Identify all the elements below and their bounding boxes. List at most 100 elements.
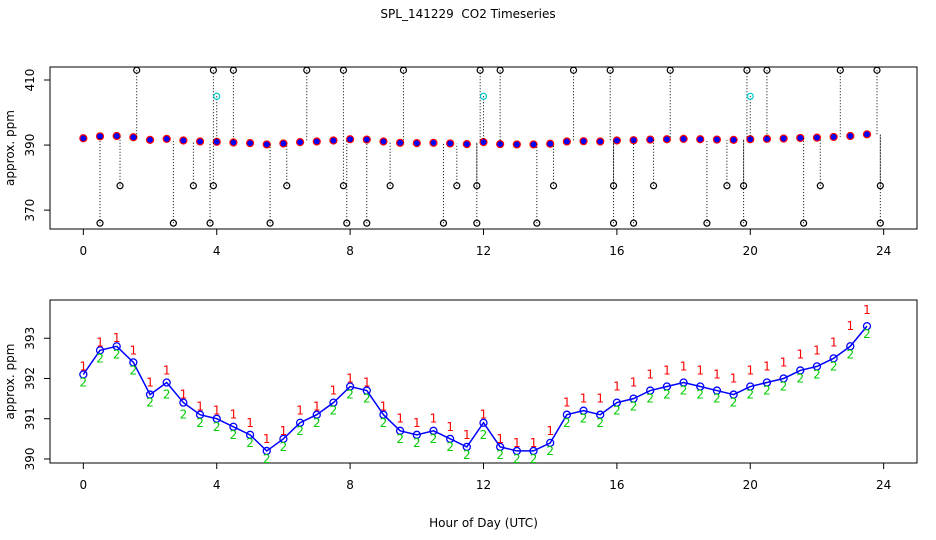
- point: [479, 92, 488, 100]
- point: [95, 132, 105, 141]
- marker: 2: [546, 444, 554, 458]
- marker: 2: [396, 432, 404, 446]
- point: [446, 139, 455, 148]
- point: [346, 135, 355, 144]
- point: [476, 67, 484, 74]
- point: [729, 135, 738, 144]
- marker: 1: [346, 371, 354, 385]
- marker: 2: [330, 404, 338, 418]
- point: [245, 430, 255, 439]
- marker: 1: [363, 376, 371, 390]
- marker: 1: [530, 436, 538, 450]
- marker: 2: [596, 416, 604, 430]
- marker: 2: [146, 396, 154, 410]
- marker: 2: [380, 416, 388, 430]
- point: [462, 442, 471, 452]
- point: [112, 131, 121, 141]
- marker: 2: [696, 388, 704, 402]
- point: [579, 137, 588, 146]
- x-tick-label: 16: [609, 244, 624, 258]
- point: [95, 346, 105, 355]
- marker: 1: [813, 343, 821, 357]
- marker: 2: [296, 424, 304, 438]
- x-tick-label: 4: [213, 244, 221, 258]
- point: [812, 133, 822, 142]
- point: [746, 382, 755, 391]
- point: [763, 67, 771, 74]
- point: [549, 182, 558, 190]
- point: [339, 67, 348, 74]
- marker: 1: [630, 376, 638, 390]
- point: [363, 219, 371, 227]
- point: [646, 135, 655, 144]
- marker: 2: [813, 367, 821, 381]
- marker: 1: [380, 400, 388, 414]
- point: [179, 136, 188, 145]
- marker: 2: [846, 347, 854, 361]
- point: [343, 219, 351, 227]
- marker: 2: [563, 416, 571, 430]
- y-axis-label: approx. ppm: [3, 110, 17, 186]
- marker: 1: [780, 355, 788, 369]
- y-tick-label: 410: [23, 69, 37, 92]
- point: [129, 133, 138, 142]
- point: [312, 410, 321, 419]
- point: [662, 382, 672, 391]
- point: [429, 426, 438, 435]
- y-tick-label: 391: [23, 407, 37, 430]
- point: [649, 182, 658, 190]
- marker: 2: [230, 428, 238, 442]
- point: [629, 136, 638, 145]
- marker: 1: [280, 424, 288, 438]
- marker: 1: [263, 432, 271, 446]
- plot-area: [79, 67, 884, 227]
- plot-box: [49, 66, 918, 230]
- point: [279, 139, 288, 148]
- y-tick-label: 390: [23, 134, 37, 157]
- marker: 2: [163, 388, 171, 402]
- point: [796, 366, 805, 375]
- point: [606, 67, 614, 74]
- point: [133, 67, 141, 74]
- point: [213, 92, 221, 100]
- marker: 2: [830, 359, 838, 373]
- point: [712, 386, 722, 395]
- marker: 1: [330, 384, 338, 398]
- point: [496, 67, 504, 74]
- point: [666, 67, 674, 74]
- marker: 1: [163, 363, 171, 377]
- marker: 2: [663, 388, 671, 402]
- point: [512, 446, 521, 456]
- point: [189, 182, 197, 190]
- marker: 2: [646, 392, 654, 406]
- point: [696, 382, 705, 391]
- y-tick-label: 390: [23, 448, 37, 471]
- marker: 1: [246, 416, 254, 430]
- point: [816, 182, 824, 190]
- point: [112, 342, 121, 351]
- point: [229, 422, 238, 431]
- point: [162, 134, 171, 143]
- point: [512, 140, 521, 149]
- marker: 1: [196, 400, 204, 414]
- marker: 2: [480, 428, 488, 442]
- point: [295, 418, 305, 427]
- marker: 2: [130, 363, 138, 377]
- x-tick-label: 20: [743, 478, 758, 492]
- marker: 2: [463, 448, 471, 462]
- point: [362, 135, 371, 144]
- point: [303, 67, 311, 74]
- point: [96, 219, 104, 227]
- marker: 2: [496, 448, 504, 462]
- marker: 2: [863, 327, 871, 341]
- marker: 1: [513, 436, 521, 450]
- marker: 2: [746, 388, 754, 402]
- marker: 2: [796, 371, 804, 385]
- point: [873, 67, 881, 74]
- marker: 1: [830, 335, 838, 349]
- marker: 1: [146, 376, 154, 390]
- point: [743, 67, 751, 74]
- point: [846, 131, 855, 141]
- point: [546, 438, 555, 448]
- point: [266, 219, 274, 227]
